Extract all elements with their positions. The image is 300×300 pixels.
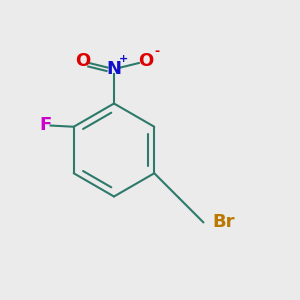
Text: +: + xyxy=(118,54,127,64)
Text: Br: Br xyxy=(212,213,235,231)
Text: O: O xyxy=(75,52,90,70)
Text: O: O xyxy=(138,52,153,70)
Text: F: F xyxy=(39,116,51,134)
Text: N: N xyxy=(106,60,122,78)
Text: -: - xyxy=(154,45,159,58)
